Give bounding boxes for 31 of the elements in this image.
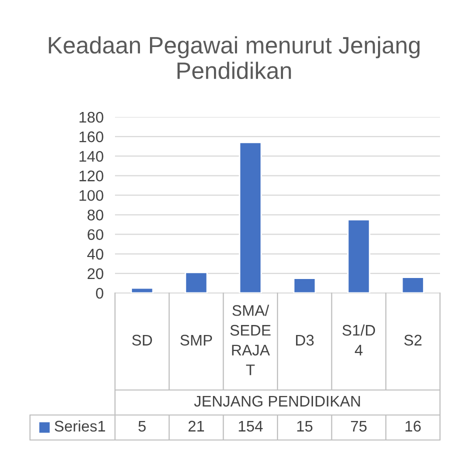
y-tick-label: 160 (80, 131, 104, 142)
y-tick-label: 180 (80, 112, 104, 123)
bar (130, 287, 154, 293)
data-label: 75 (351, 420, 367, 432)
bar (184, 272, 208, 293)
data-label: 5 (138, 420, 146, 432)
bar (238, 142, 262, 293)
y-tick-label: 20 (88, 268, 104, 280)
data-label: 16 (406, 420, 421, 432)
data-label: 15 (297, 420, 312, 432)
x-axis-title: JENJANG PENDIDIKAN (194, 396, 360, 407)
y-tick-label: 80 (88, 210, 104, 220)
x-tick-label: SMP (180, 334, 212, 346)
bar (293, 278, 316, 293)
y-tick-label: 100 (80, 190, 104, 201)
chart-title: Keadaan Pegawai menurut Jenjang Pendidikan (48, 36, 420, 80)
x-tick-label: SMA/SEDERAJAT (230, 304, 271, 376)
data-label: 21 (188, 420, 204, 432)
x-tick-label: SD (132, 334, 152, 346)
x-tick-label: S2 (404, 334, 422, 346)
y-tick-label: 120 (80, 170, 104, 182)
bar (347, 218, 370, 293)
x-tick-label: S1/D4 (342, 324, 375, 356)
bar (401, 276, 424, 293)
legend-label: Series1 (54, 420, 106, 432)
y-tick-label: 140 (80, 150, 104, 162)
y-tick-label: 40 (87, 248, 104, 260)
y-tick-label: 0 (96, 288, 104, 299)
data-label: 154 (238, 420, 263, 432)
x-tick-label: D3 (296, 334, 314, 346)
y-tick-label: 60 (88, 229, 104, 240)
